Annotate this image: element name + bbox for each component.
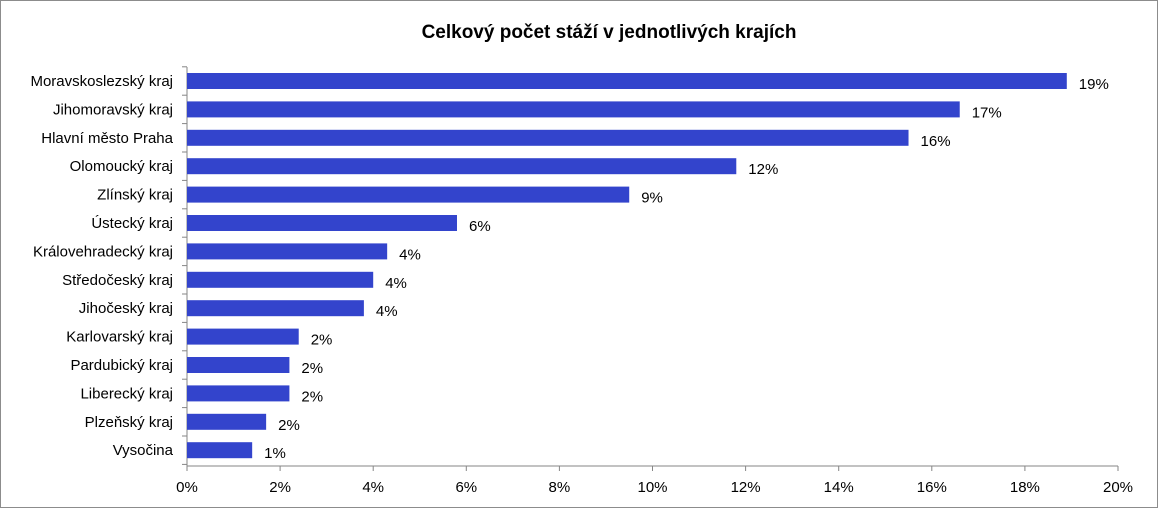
bar [187, 385, 290, 402]
bar [187, 328, 299, 345]
x-tick-label: 8% [549, 479, 571, 496]
x-tick-label: 0% [176, 479, 198, 496]
plot-area: 0% 2% 4% 6% 8% 10% 12% 14% 16% 18% 20% Moravskoslez… [30, 66, 1133, 496]
category-label: Vysočina [113, 442, 174, 459]
data-label: 2% [301, 388, 323, 405]
category-label: Zlínský kraj [97, 187, 173, 204]
data-label: 4% [385, 275, 407, 292]
category-label: Plzeňský kraj [85, 414, 173, 431]
bar [187, 271, 374, 288]
data-label: 2% [311, 332, 333, 349]
bar [187, 357, 290, 373]
data-label: 16% [921, 133, 951, 150]
data-label: 12% [748, 161, 778, 178]
bar [187, 442, 253, 459]
data-label: 2% [278, 417, 300, 434]
x-tick-label: 12% [731, 479, 761, 496]
x-tick-label: 4% [362, 479, 384, 496]
x-tick-label: 14% [824, 479, 854, 496]
category-label: Jihomoravský kraj [53, 101, 173, 118]
data-label: 19% [1079, 76, 1109, 93]
x-tick-label: 6% [455, 479, 477, 496]
data-label: 1% [264, 445, 286, 462]
category-label: Královehradecký kraj [33, 243, 173, 260]
category-label: Moravskoslezský kraj [30, 73, 173, 90]
category-label: Pardubický kraj [70, 357, 173, 374]
bar [187, 413, 267, 430]
x-tick-label: 16% [917, 479, 947, 496]
chart-title: Celkový počet stáží v jednotlivých krají… [422, 22, 797, 43]
category-label: Jihočeský kraj [79, 300, 173, 317]
bar [187, 186, 630, 203]
category-label: Karlovarský kraj [66, 329, 173, 346]
bar [187, 300, 364, 317]
bar [187, 158, 737, 175]
data-label: 9% [641, 190, 663, 207]
category-label: Olomoucký kraj [70, 158, 173, 175]
data-label: 6% [469, 218, 491, 235]
category-label: Liberecký kraj [80, 385, 173, 402]
x-tick-label: 2% [269, 479, 291, 496]
x-tick-label: 18% [1010, 479, 1040, 496]
bar [187, 73, 1067, 89]
data-label: 4% [376, 303, 398, 320]
category-label: Středočeský kraj [62, 272, 173, 289]
category-label: Hlavní město Praha [41, 130, 173, 147]
x-tick-label: 20% [1103, 479, 1133, 496]
bar [187, 101, 960, 118]
bar [187, 215, 457, 231]
category-label: Ústecký kraj [91, 215, 173, 232]
data-label: 4% [399, 246, 421, 263]
data-label: 2% [301, 360, 323, 377]
data-label: 17% [972, 104, 1002, 121]
x-tick-label: 10% [637, 479, 667, 496]
bar [187, 129, 909, 146]
bar [187, 243, 388, 260]
